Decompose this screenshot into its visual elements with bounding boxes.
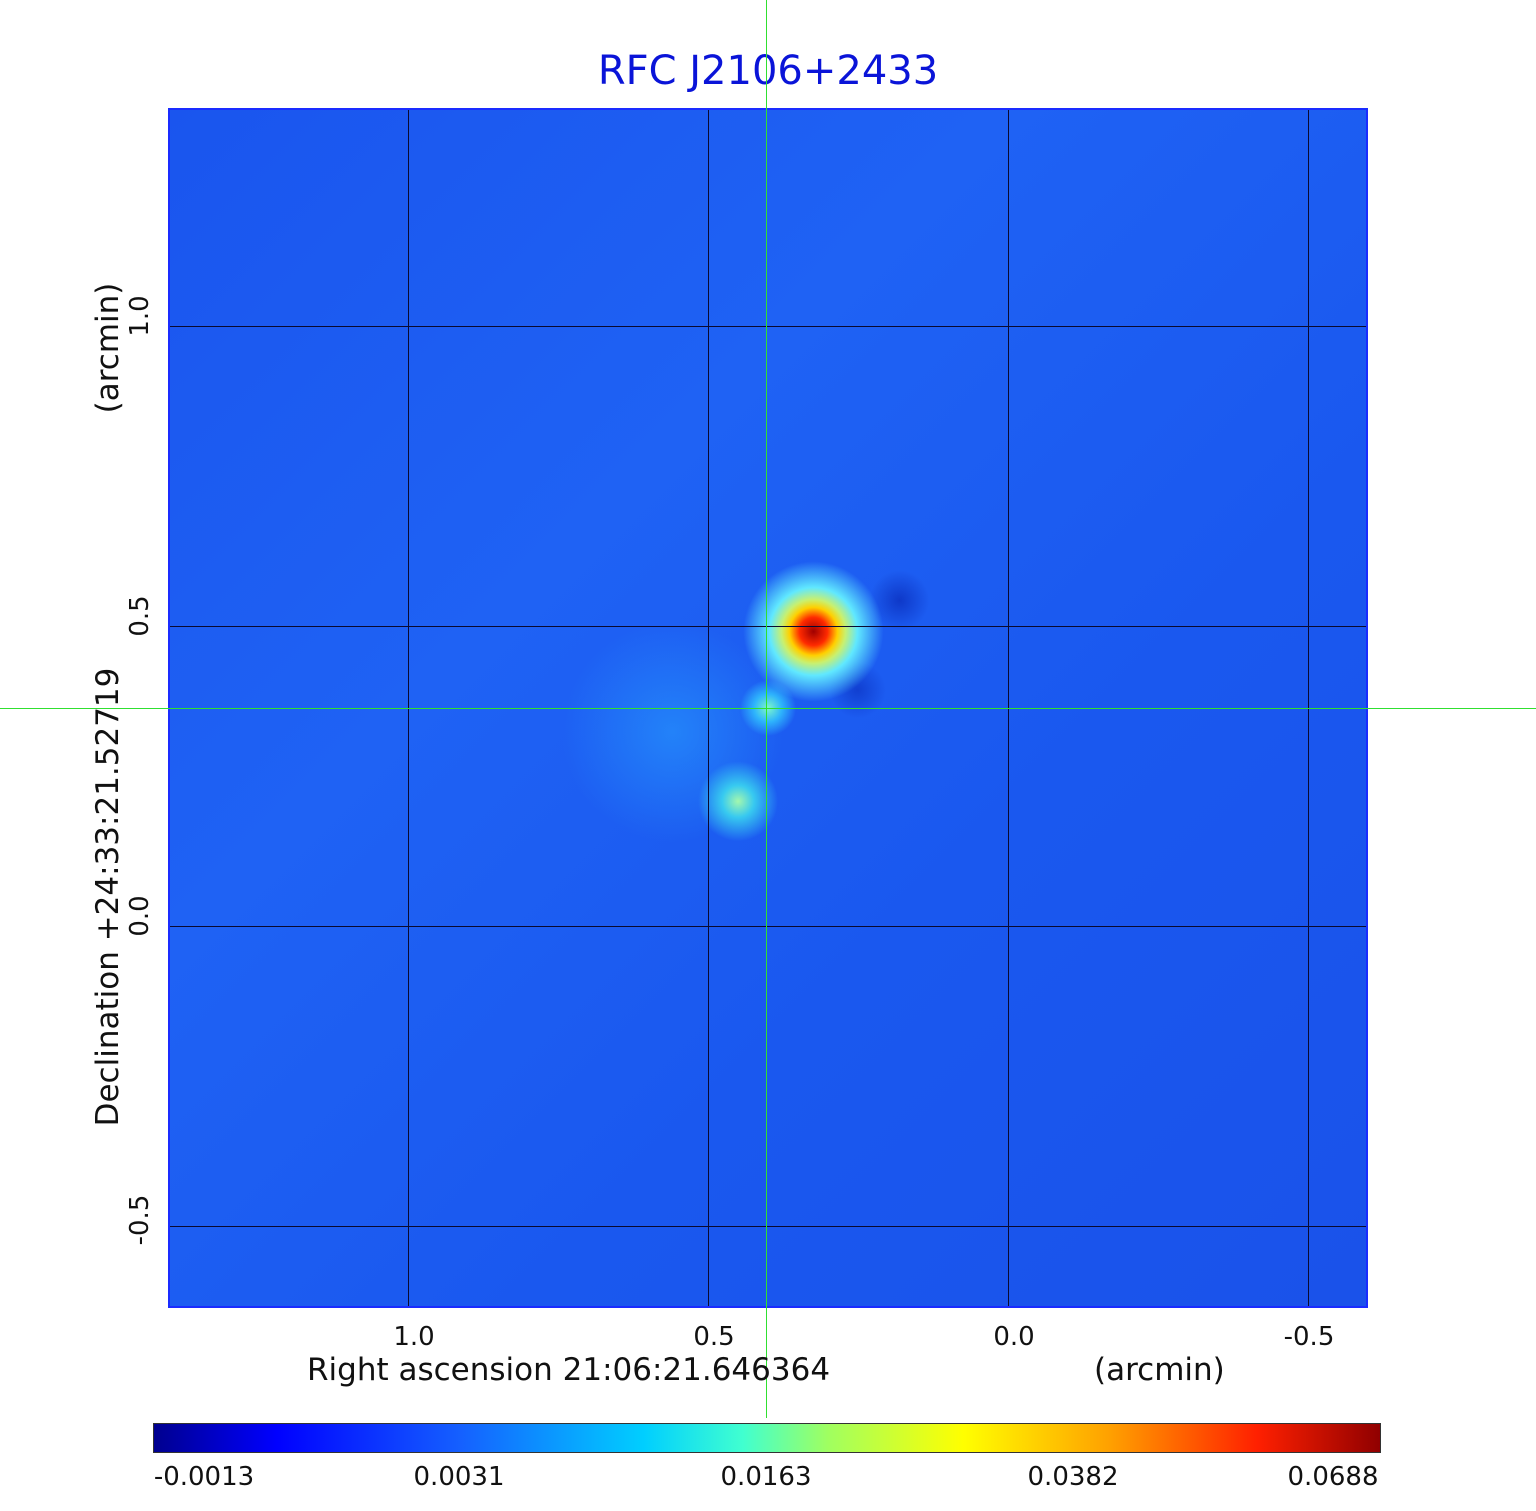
colorbar: [153, 1423, 1381, 1453]
colorbar-tick-label: 0.0688: [1287, 1462, 1379, 1492]
grid-line-dec-0.0: [170, 926, 1366, 927]
y-axis-unit: (arcmin): [90, 282, 126, 414]
y-tick-label: 1.0: [125, 295, 155, 337]
image-title: RFC J2106+2433: [597, 48, 939, 94]
grid-line-dec-1.0: [170, 326, 1366, 327]
colorbar-tick-label: 0.0382: [1027, 1462, 1119, 1492]
x-tick-label: 0.5: [693, 1322, 735, 1352]
crosshair-horizontal: [0, 708, 1536, 709]
grid-line-dec--0.5: [170, 1226, 1366, 1227]
colorbar-tick-label: -0.0013: [153, 1462, 255, 1492]
crosshair-vertical: [766, 0, 767, 1418]
y-axis-label: Declination +24:33:21.52719: [90, 667, 126, 1127]
colorbar-tick-label: 0.0163: [720, 1462, 812, 1492]
y-tick-label: 0.5: [125, 595, 155, 637]
x-axis-label: Right ascension 21:06:21.646364: [307, 1352, 831, 1388]
colorbar-tick-label: 0.0031: [413, 1462, 505, 1492]
y-tick-label: 0.0: [125, 895, 155, 937]
x-axis-unit: (arcmin): [1094, 1352, 1225, 1388]
x-tick-label: 0.0: [993, 1322, 1035, 1352]
x-tick-label: -0.5: [1283, 1322, 1335, 1352]
y-tick-label: -0.5: [125, 1194, 155, 1246]
grid-line-dec-0.5: [170, 626, 1366, 627]
x-tick-label: 1.0: [393, 1322, 435, 1352]
